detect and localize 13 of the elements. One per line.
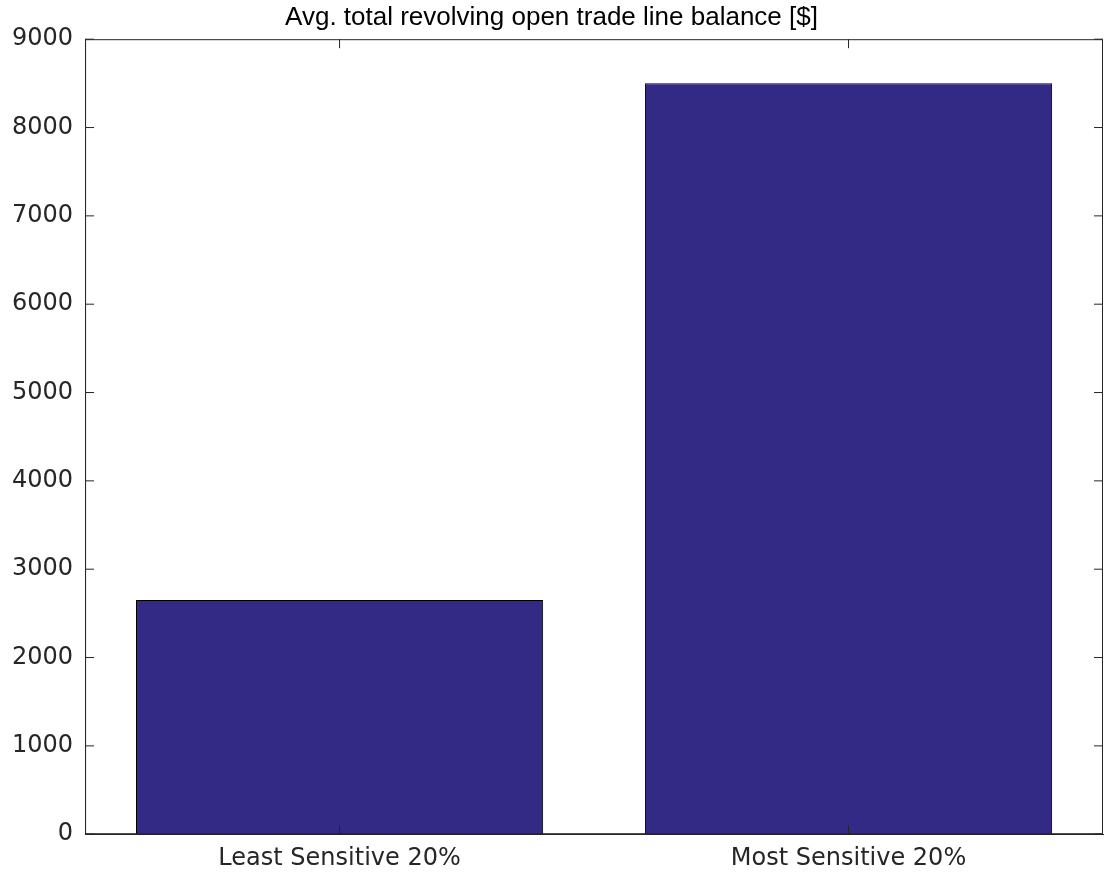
y-tick-label: 8000 bbox=[12, 111, 74, 140]
chart-title: Avg. total revolving open trade line balance [$] bbox=[285, 0, 818, 31]
y-tick-label: 4000 bbox=[12, 465, 74, 494]
y-tick-label: 2000 bbox=[12, 641, 74, 670]
y-tick-label: 6000 bbox=[12, 288, 74, 317]
y-tick-label: 3000 bbox=[12, 553, 74, 582]
y-tick-label: 5000 bbox=[12, 376, 74, 405]
y-tick-label: 7000 bbox=[12, 200, 74, 229]
x-tick-label: Least Sensitive 20% bbox=[218, 842, 461, 871]
x-tick-label: Most Sensitive 20% bbox=[730, 842, 967, 871]
y-tick-label: 1000 bbox=[12, 730, 74, 759]
y-tick-label: 0 bbox=[57, 818, 74, 847]
y-tick-label: 9000 bbox=[12, 23, 74, 52]
